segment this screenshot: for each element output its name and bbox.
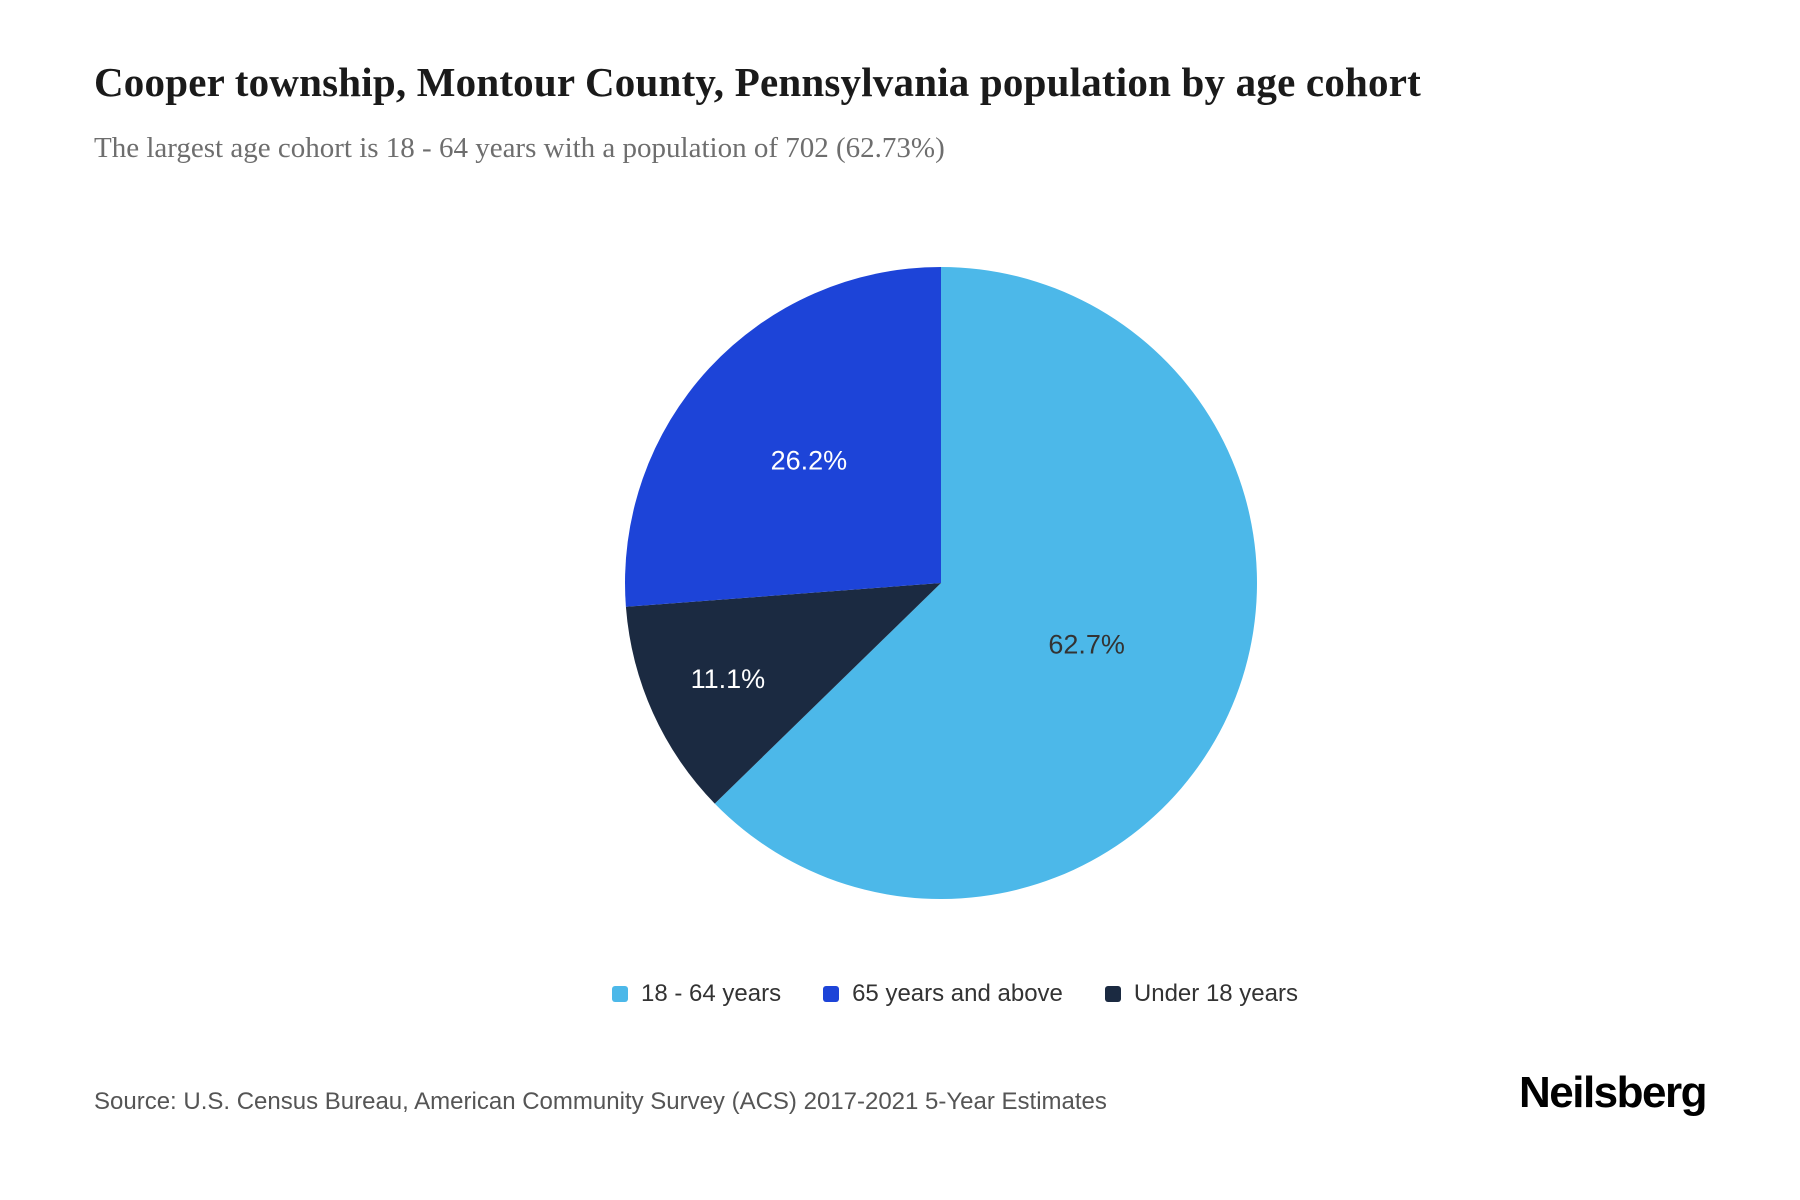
legend-label: 65 years and above [852,980,1063,1007]
pie-slice-percent-label: 62.7% [1048,629,1125,659]
neilsberg-logo: Neilsberg [1518,1068,1708,1117]
source-text: Source: U.S. Census Bureau, American Com… [94,1088,1107,1115]
chart-title: Cooper township, Montour County, Pennsyl… [94,59,1421,105]
pie-slice-under-18-years[interactable] [625,583,941,804]
chart-subtitle: The largest age cohort is 18 - 64 years … [94,132,945,164]
pie-slice-18-64-years[interactable] [714,267,1257,899]
legend-item-under-18-years[interactable]: Under 18 years [1104,980,1298,1008]
pie-slice-percent-label: 26.2% [771,446,848,476]
pie-slice-percent-label: 11.1% [691,664,766,694]
legend-swatch [612,986,628,1002]
chart-legend: 18 - 64 years 65 years and above Under 18 … [55,980,1800,1008]
legend-item-65-years-and-above[interactable]: 65 years and above [823,980,1063,1008]
legend-label: Under 18 years [1133,980,1298,1007]
pie-chart: 62.7% 11.1% 26.2% [625,267,1257,899]
legend-item-18-64-years[interactable]: 18 - 64 years [612,980,781,1008]
legend-label: 18 - 64 years [641,980,782,1007]
legend-swatch [1104,986,1121,1002]
pie-slice-65-years-and-above[interactable] [625,267,941,607]
legend-swatch [823,986,840,1002]
